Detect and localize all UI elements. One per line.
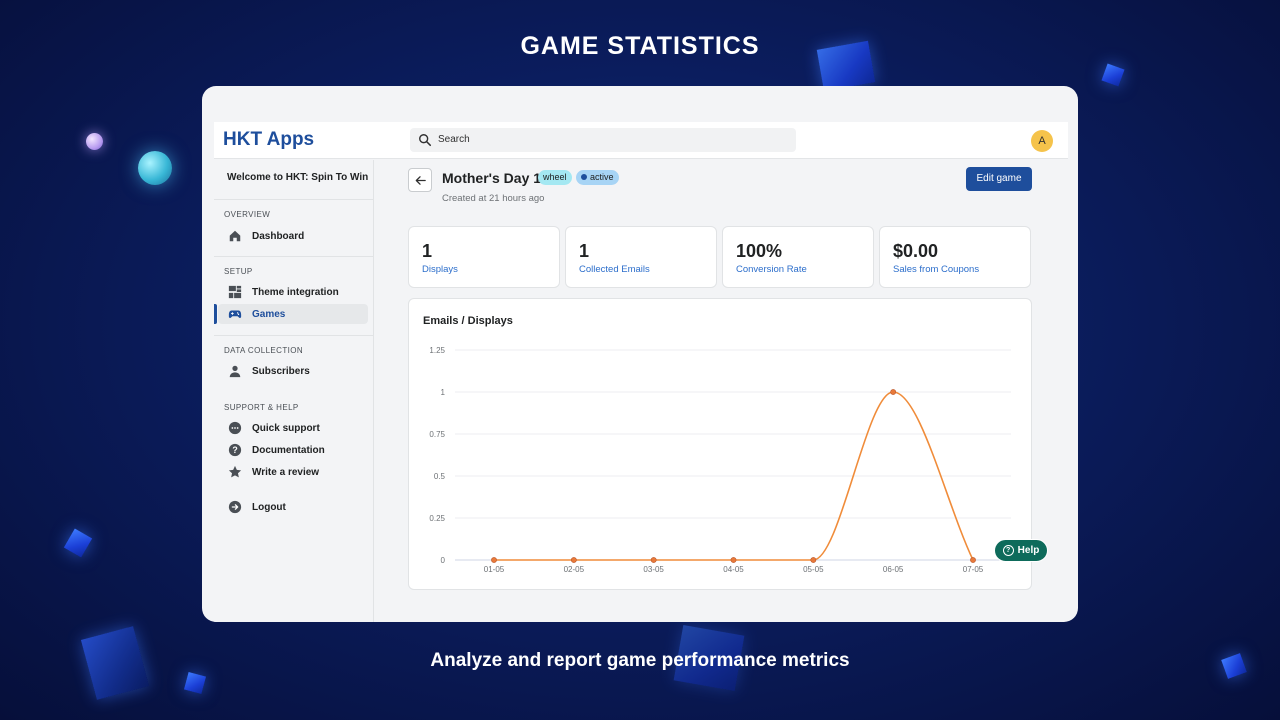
hero-caption: Analyze and report game performance metr… <box>430 650 850 671</box>
sidebar-item-subscribers[interactable]: Subscribers <box>218 361 368 381</box>
stat-value: $0.00 <box>893 241 939 261</box>
sidebar-item-label: Subscribers <box>252 366 310 377</box>
dashboard-grid-icon <box>228 285 242 299</box>
sidebar-item-label: Dashboard <box>252 231 305 242</box>
x-tick-label: 06-05 <box>883 565 904 574</box>
sidebar-item-label: Documentation <box>252 445 325 456</box>
sidebar-item-games[interactable]: Games <box>214 304 368 324</box>
sidebar-item-write-review[interactable]: Write a review <box>218 462 368 482</box>
section-title-support: SUPPORT & HELP <box>224 403 299 412</box>
hero-title: GAME STATISTICS <box>520 32 760 60</box>
sidebar-item-label: Theme integration <box>252 287 339 298</box>
status-badge: active <box>576 170 619 185</box>
stat-card-conversion: 100% Conversion Rate <box>722 226 874 288</box>
stat-card-emails: 1 Collected Emails <box>565 226 717 288</box>
stat-value: 1 <box>422 241 433 261</box>
y-tick-label: 0.25 <box>429 514 445 523</box>
y-tick-label: 0.5 <box>434 472 446 481</box>
sidebar-divider <box>214 256 374 257</box>
sidebar-welcome: Welcome to HKT: Spin To Win <box>227 172 369 183</box>
search-icon <box>419 134 432 147</box>
arrow-left-icon <box>415 176 426 185</box>
stat-value: 100% <box>736 241 783 261</box>
y-tick-label: 1.25 <box>429 346 445 355</box>
sidebar: Welcome to HKT: Spin To Win OVERVIEW Das… <box>214 160 374 622</box>
decorative-cube <box>183 671 207 695</box>
section-title-data-collection: DATA COLLECTION <box>224 346 304 355</box>
app-window: HKT Apps Search A Welcome to HKT: Spin T… <box>202 86 1078 622</box>
sidebar-item-label: Quick support <box>252 423 320 434</box>
sidebar-divider <box>214 199 374 200</box>
y-tick-label: 0 <box>441 556 446 565</box>
data-point <box>650 557 657 563</box>
svg-text:?: ? <box>232 445 237 455</box>
x-tick-label: 01-05 <box>484 565 505 574</box>
sidebar-item-label: Games <box>252 309 286 320</box>
sidebar-divider <box>214 335 374 336</box>
y-tick-label: 0.75 <box>429 430 445 439</box>
edit-game-button[interactable]: Edit game <box>966 167 1032 191</box>
sidebar-item-documentation[interactable]: ? Documentation <box>218 440 368 460</box>
created-timestamp: Created at 21 hours ago <box>442 193 545 204</box>
x-tick-label: 04-05 <box>723 565 744 574</box>
data-point <box>810 557 817 563</box>
decorative-orb <box>86 133 103 150</box>
data-point <box>491 557 497 563</box>
stat-card-sales: $0.00 Sales from Coupons <box>879 226 1031 288</box>
data-point <box>730 557 737 563</box>
star-icon <box>228 465 242 478</box>
help-label: Help <box>1017 545 1040 557</box>
main-content: Mother's Day 1 wheel active Created at 2… <box>374 160 1078 622</box>
section-title-setup: SETUP <box>224 267 253 276</box>
decorative-cube <box>1101 63 1125 87</box>
logout-label: Logout <box>252 502 286 513</box>
section-title-overview: OVERVIEW <box>224 210 271 219</box>
stat-label: Collected Emails <box>579 264 650 275</box>
stat-value: 1 <box>579 241 590 261</box>
data-point <box>970 557 976 563</box>
sidebar-item-logout[interactable]: Logout <box>218 497 368 517</box>
chat-icon <box>228 421 242 435</box>
x-tick-label: 05-05 <box>803 565 824 574</box>
avatar[interactable]: A <box>1031 130 1053 152</box>
chart-card: Emails / Displays 0 0.25 0.5 0.75 1 1.25 01-05… <box>408 298 1032 590</box>
person-icon <box>229 365 241 378</box>
data-point <box>890 389 897 395</box>
app-logo[interactable]: HKT Apps <box>223 129 315 150</box>
decorative-cube <box>63 528 93 558</box>
question-icon: ? <box>228 443 242 457</box>
type-badge: wheel <box>538 170 572 185</box>
sidebar-item-quick-support[interactable]: Quick support <box>218 418 368 438</box>
decorative-orb <box>138 151 172 185</box>
top-bar: HKT Apps Search A <box>214 122 1068 159</box>
back-button[interactable] <box>408 168 432 192</box>
sidebar-item-dashboard[interactable]: Dashboard <box>218 226 368 246</box>
search-input[interactable]: Search <box>410 128 796 152</box>
data-point <box>570 557 577 563</box>
status-badge-label: active <box>590 172 614 182</box>
stat-label: Sales from Coupons <box>893 264 980 275</box>
help-button[interactable]: ? Help <box>994 539 1048 562</box>
home-icon <box>229 230 241 242</box>
x-tick-label: 03-05 <box>643 565 664 574</box>
search-placeholder: Search <box>438 134 470 145</box>
x-tick-label: 02-05 <box>564 565 585 574</box>
stat-label: Conversion Rate <box>736 264 807 275</box>
emails-displays-chart: 0 0.25 0.5 0.75 1 1.25 01-05 02-05 03-05 04-05 05-… <box>429 346 1011 574</box>
chart-title: Emails / Displays <box>423 315 513 327</box>
series-line <box>494 391 974 561</box>
help-icon: ? <box>1002 544 1014 556</box>
x-tick-label: 07-05 <box>963 565 984 574</box>
page-title: Mother's Day 1 <box>442 170 542 186</box>
logout-icon <box>228 500 242 514</box>
stat-card-displays: 1 Displays <box>408 226 560 288</box>
sidebar-item-label: Write a review <box>252 467 320 478</box>
stat-label: Displays <box>422 264 458 275</box>
sidebar-item-theme-integration[interactable]: Theme integration <box>218 282 368 302</box>
gamepad-icon <box>228 310 242 318</box>
y-tick-label: 1 <box>441 388 446 397</box>
status-dot-icon <box>581 174 587 180</box>
